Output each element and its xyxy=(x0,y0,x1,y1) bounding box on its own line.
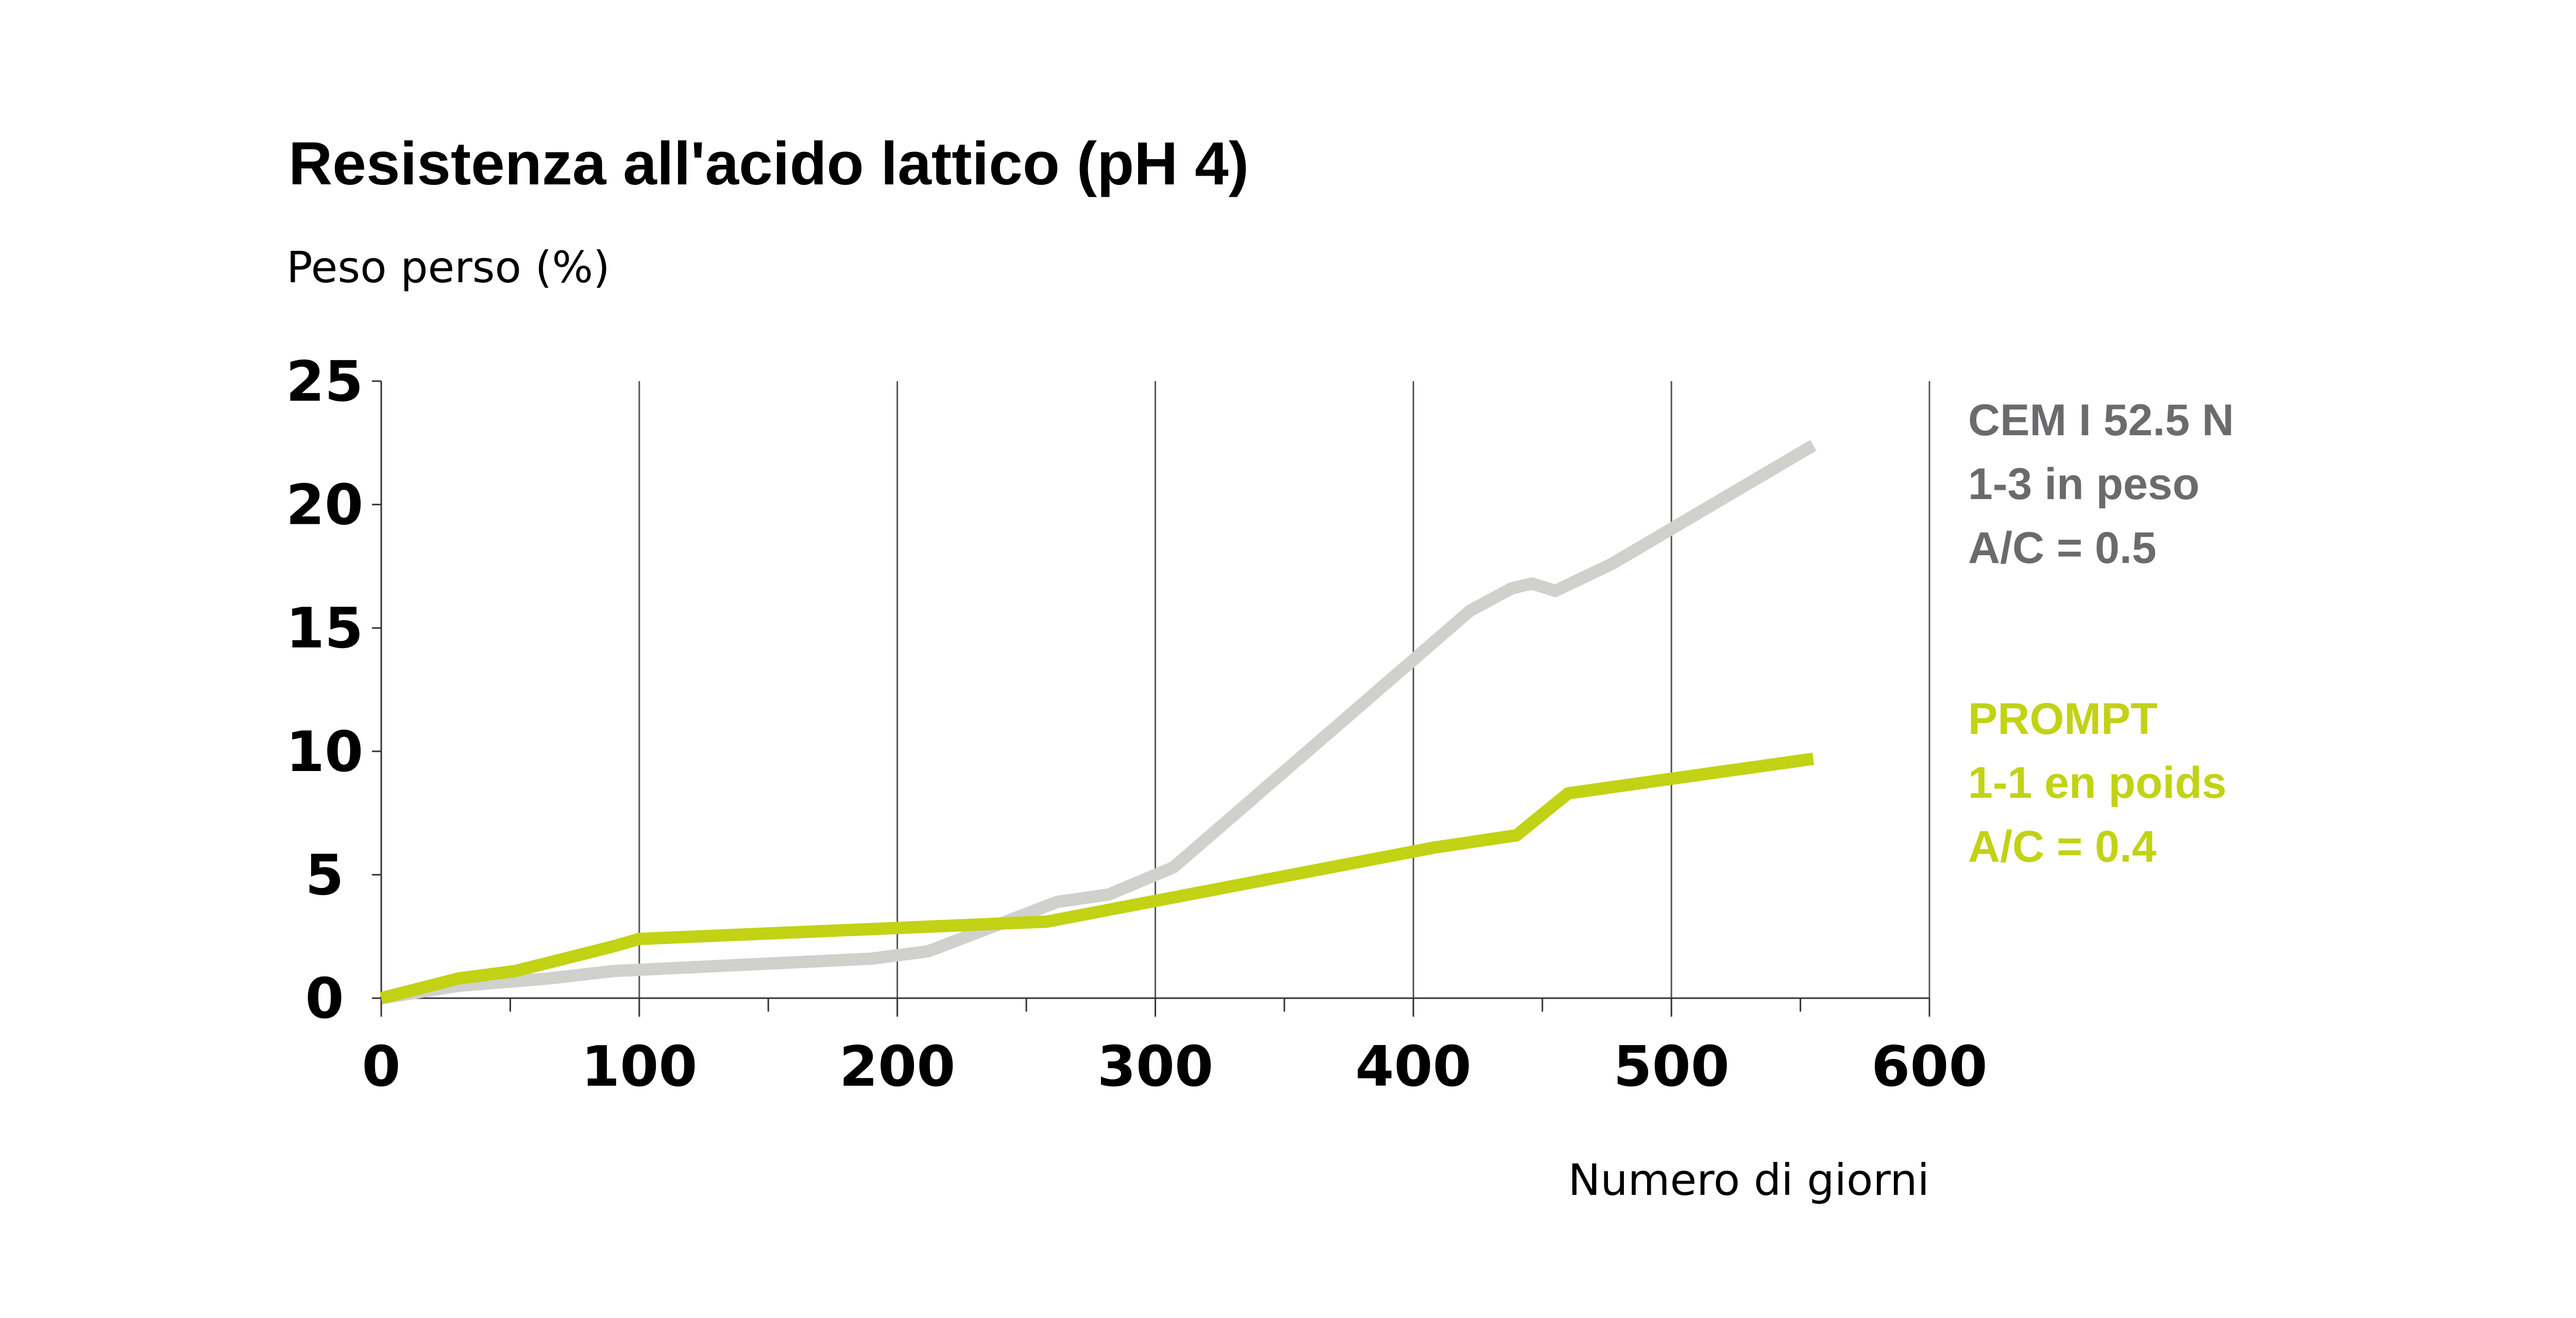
legend: CEM I 52.5 N 1-3 in peso A/C = 0.5 PROMPT 1-… xyxy=(1968,396,2234,871)
x-tick-label-400: 400 xyxy=(1355,1035,1471,1099)
series-line-prompt xyxy=(380,752,1815,1004)
chart-title: Resistenza all'acido lattico (pH 4) xyxy=(289,130,1249,198)
x-tick-label-600: 600 xyxy=(1871,1035,1987,1099)
x-tick-label-500: 500 xyxy=(1613,1035,1729,1099)
y-axis-label: Peso perso (%) xyxy=(286,242,610,293)
legend-prompt-line-0: PROMPT xyxy=(1968,694,2158,744)
series-line-cem xyxy=(380,440,1817,1004)
legend-cem-line-1: 1-3 in peso xyxy=(1968,459,2199,509)
legend-cem-line-0: CEM I 52.5 N xyxy=(1968,396,2234,445)
x-tick-label-200: 200 xyxy=(839,1035,955,1099)
y-tick-label-10: 10 xyxy=(286,720,363,784)
legend-prompt-line-2: A/C = 0.4 xyxy=(1968,822,2157,871)
y-tick-label-25: 25 xyxy=(286,350,363,414)
y-tick-label-0: 0 xyxy=(305,967,344,1031)
x-axis-label: Numero di giorni xyxy=(1568,1155,1929,1205)
series xyxy=(380,440,1817,1004)
x-tick-label-300: 300 xyxy=(1097,1035,1213,1099)
y-tick-label-20: 20 xyxy=(286,473,363,538)
axes: 0 5 10 15 20 25 0 100 200 300 400 500 600 xyxy=(286,350,1988,1099)
legend-prompt-line-1: 1-1 en poids xyxy=(1968,758,2227,808)
y-tick-label-5: 5 xyxy=(305,843,344,908)
y-tick-label-15: 15 xyxy=(286,596,363,661)
legend-cem-line-2: A/C = 0.5 xyxy=(1968,523,2157,573)
x-tick-label-100: 100 xyxy=(581,1035,697,1099)
grid xyxy=(638,381,1930,998)
x-tick-label-0: 0 xyxy=(362,1035,400,1099)
